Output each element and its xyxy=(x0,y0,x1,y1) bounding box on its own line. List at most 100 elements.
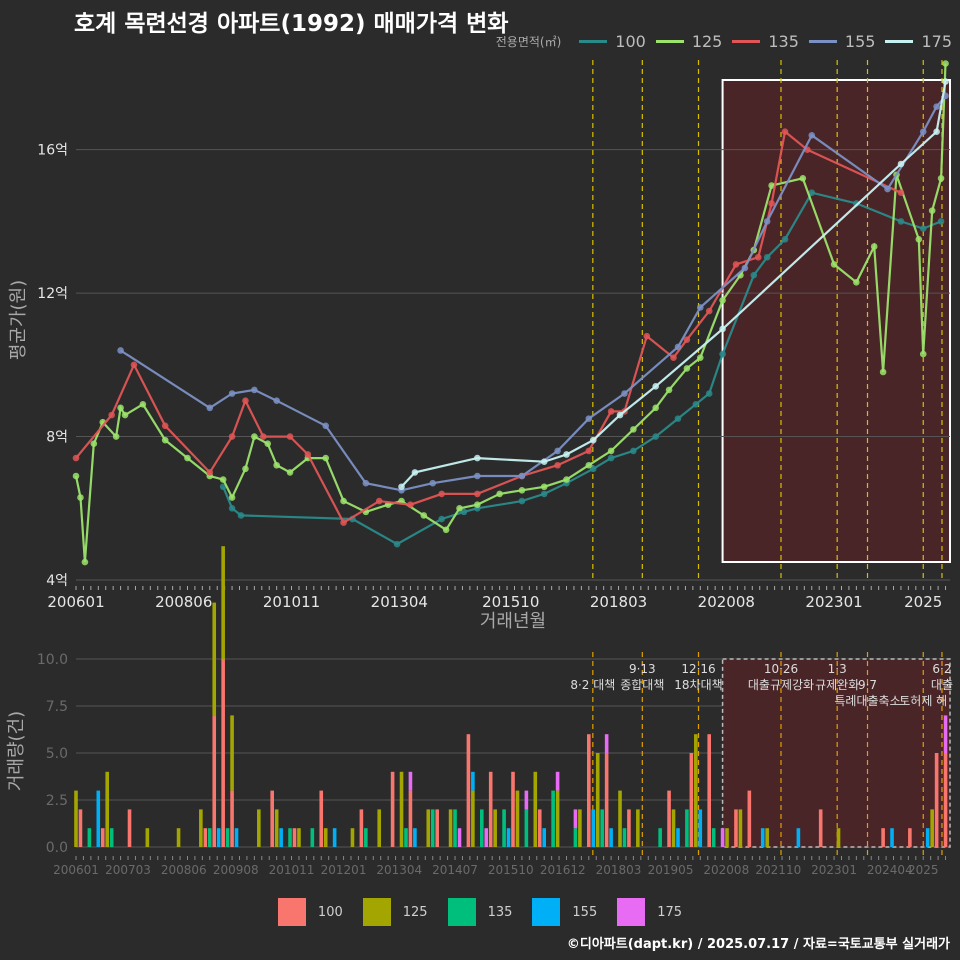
data-point-135 xyxy=(286,433,294,440)
bar-100 xyxy=(627,809,631,847)
bar-135 xyxy=(573,828,578,847)
data-point-125 xyxy=(474,501,481,508)
data-point-155 xyxy=(696,304,704,311)
data-point-125 xyxy=(853,279,860,286)
legend-swatch xyxy=(362,898,391,926)
data-point-155 xyxy=(585,415,593,422)
data-point-135 xyxy=(643,332,651,340)
bar-155 xyxy=(216,828,221,847)
bar-135 xyxy=(711,828,716,847)
data-point-135 xyxy=(206,469,214,476)
data-point-125 xyxy=(652,404,659,412)
data-point-100 xyxy=(781,236,789,243)
data-point-125 xyxy=(112,433,120,440)
data-point-155 xyxy=(362,479,370,487)
bar-155 xyxy=(796,828,801,847)
bar-100 xyxy=(435,809,439,847)
policy-annotation: 대출 xyxy=(931,678,953,692)
bar-135 xyxy=(600,809,604,847)
y-tick-label: 0.0 xyxy=(46,840,68,856)
bar-155 xyxy=(279,828,283,847)
bar-125 xyxy=(471,790,475,847)
bar-155 xyxy=(413,828,417,847)
legend-label: 155 xyxy=(844,31,876,51)
data-point-100 xyxy=(652,433,659,440)
policy-annotation: 토허제 해 xyxy=(899,694,947,708)
data-point-155 xyxy=(474,472,481,480)
bar-175 xyxy=(555,771,560,791)
bar-100 xyxy=(408,790,413,847)
bar-155 xyxy=(609,828,613,847)
policy-annotation: 종합대책 xyxy=(620,677,664,692)
data-point-125 xyxy=(942,60,949,67)
bar-125 xyxy=(212,602,217,716)
x-tick-label: 201803 xyxy=(596,863,642,877)
data-point-125 xyxy=(870,243,878,250)
series-line-135 xyxy=(75,129,902,525)
bar-135 xyxy=(502,809,506,847)
data-point-125 xyxy=(719,296,726,304)
bar-100 xyxy=(78,809,83,847)
bar-100 xyxy=(587,734,591,847)
series-line-175 xyxy=(400,81,947,488)
data-point-100 xyxy=(919,225,927,232)
y-axis-label: 거래량(건) xyxy=(6,711,27,791)
data-point-125 xyxy=(242,465,249,473)
bar-100 xyxy=(881,828,885,847)
bar-100 xyxy=(100,828,105,847)
data-point-135 xyxy=(585,447,593,455)
x-tick-label: 201803 xyxy=(590,593,647,611)
x-tick-label: 2025 xyxy=(908,863,939,877)
bar-135 xyxy=(453,809,457,847)
data-point-125 xyxy=(915,236,923,243)
data-point-135 xyxy=(304,451,312,458)
bar-135 xyxy=(551,790,555,847)
y-tick-label: 5.0 xyxy=(46,746,68,762)
bar-155 xyxy=(506,828,511,847)
bar-125 xyxy=(176,828,181,847)
x-tick-label: 200806 xyxy=(161,863,207,877)
bottom-legend-item-135: 135 xyxy=(447,898,512,926)
data-point-155 xyxy=(808,132,816,139)
data-point-100 xyxy=(719,350,726,358)
data-point-175 xyxy=(942,78,949,85)
data-point-100 xyxy=(750,271,758,279)
data-point-100 xyxy=(460,508,468,516)
legend-item-135: 135 xyxy=(732,32,799,51)
bar-125 xyxy=(257,809,261,847)
data-point-125 xyxy=(696,354,704,361)
data-point-135 xyxy=(72,454,80,462)
policy-annotation: 9·13 xyxy=(629,662,656,676)
legend-swatch xyxy=(579,39,608,43)
bar-175 xyxy=(573,809,578,829)
bar-100 xyxy=(537,809,542,847)
x-tick-label: 202404 xyxy=(867,863,913,877)
bar-125 xyxy=(836,828,841,847)
x-tick-label: 201011 xyxy=(269,863,315,877)
x-tick-label: 201612 xyxy=(540,863,586,877)
data-point-125 xyxy=(496,490,503,498)
x-tick-label: 201304 xyxy=(376,863,422,877)
data-point-100 xyxy=(674,415,682,422)
legend-swatch xyxy=(885,39,914,43)
bar-100 xyxy=(934,753,939,847)
bottom-legend-item-125: 125 xyxy=(362,898,428,926)
bar-100 xyxy=(466,734,471,847)
x-tick-label: 201905 xyxy=(648,863,694,877)
x-tick-label: 201510 xyxy=(488,863,534,877)
legend-label: 155 xyxy=(572,904,598,920)
data-point-125 xyxy=(219,476,227,483)
credit-text: ©디아파트(dapt.kr) / 2025.07.17 / 자료=국토교통부 실… xyxy=(566,937,950,952)
legend-item-100: 100 xyxy=(579,32,646,51)
data-point-100 xyxy=(763,253,771,261)
data-point-135 xyxy=(768,200,775,207)
data-point-135 xyxy=(670,354,677,361)
data-point-100 xyxy=(228,504,236,512)
data-point-125 xyxy=(139,400,147,408)
data-point-100 xyxy=(237,512,245,519)
y-tick-label: 10.0 xyxy=(37,652,68,668)
bottom-legend-item-100: 100 xyxy=(277,898,343,926)
data-point-100 xyxy=(393,540,401,548)
bar-100 xyxy=(689,753,694,847)
